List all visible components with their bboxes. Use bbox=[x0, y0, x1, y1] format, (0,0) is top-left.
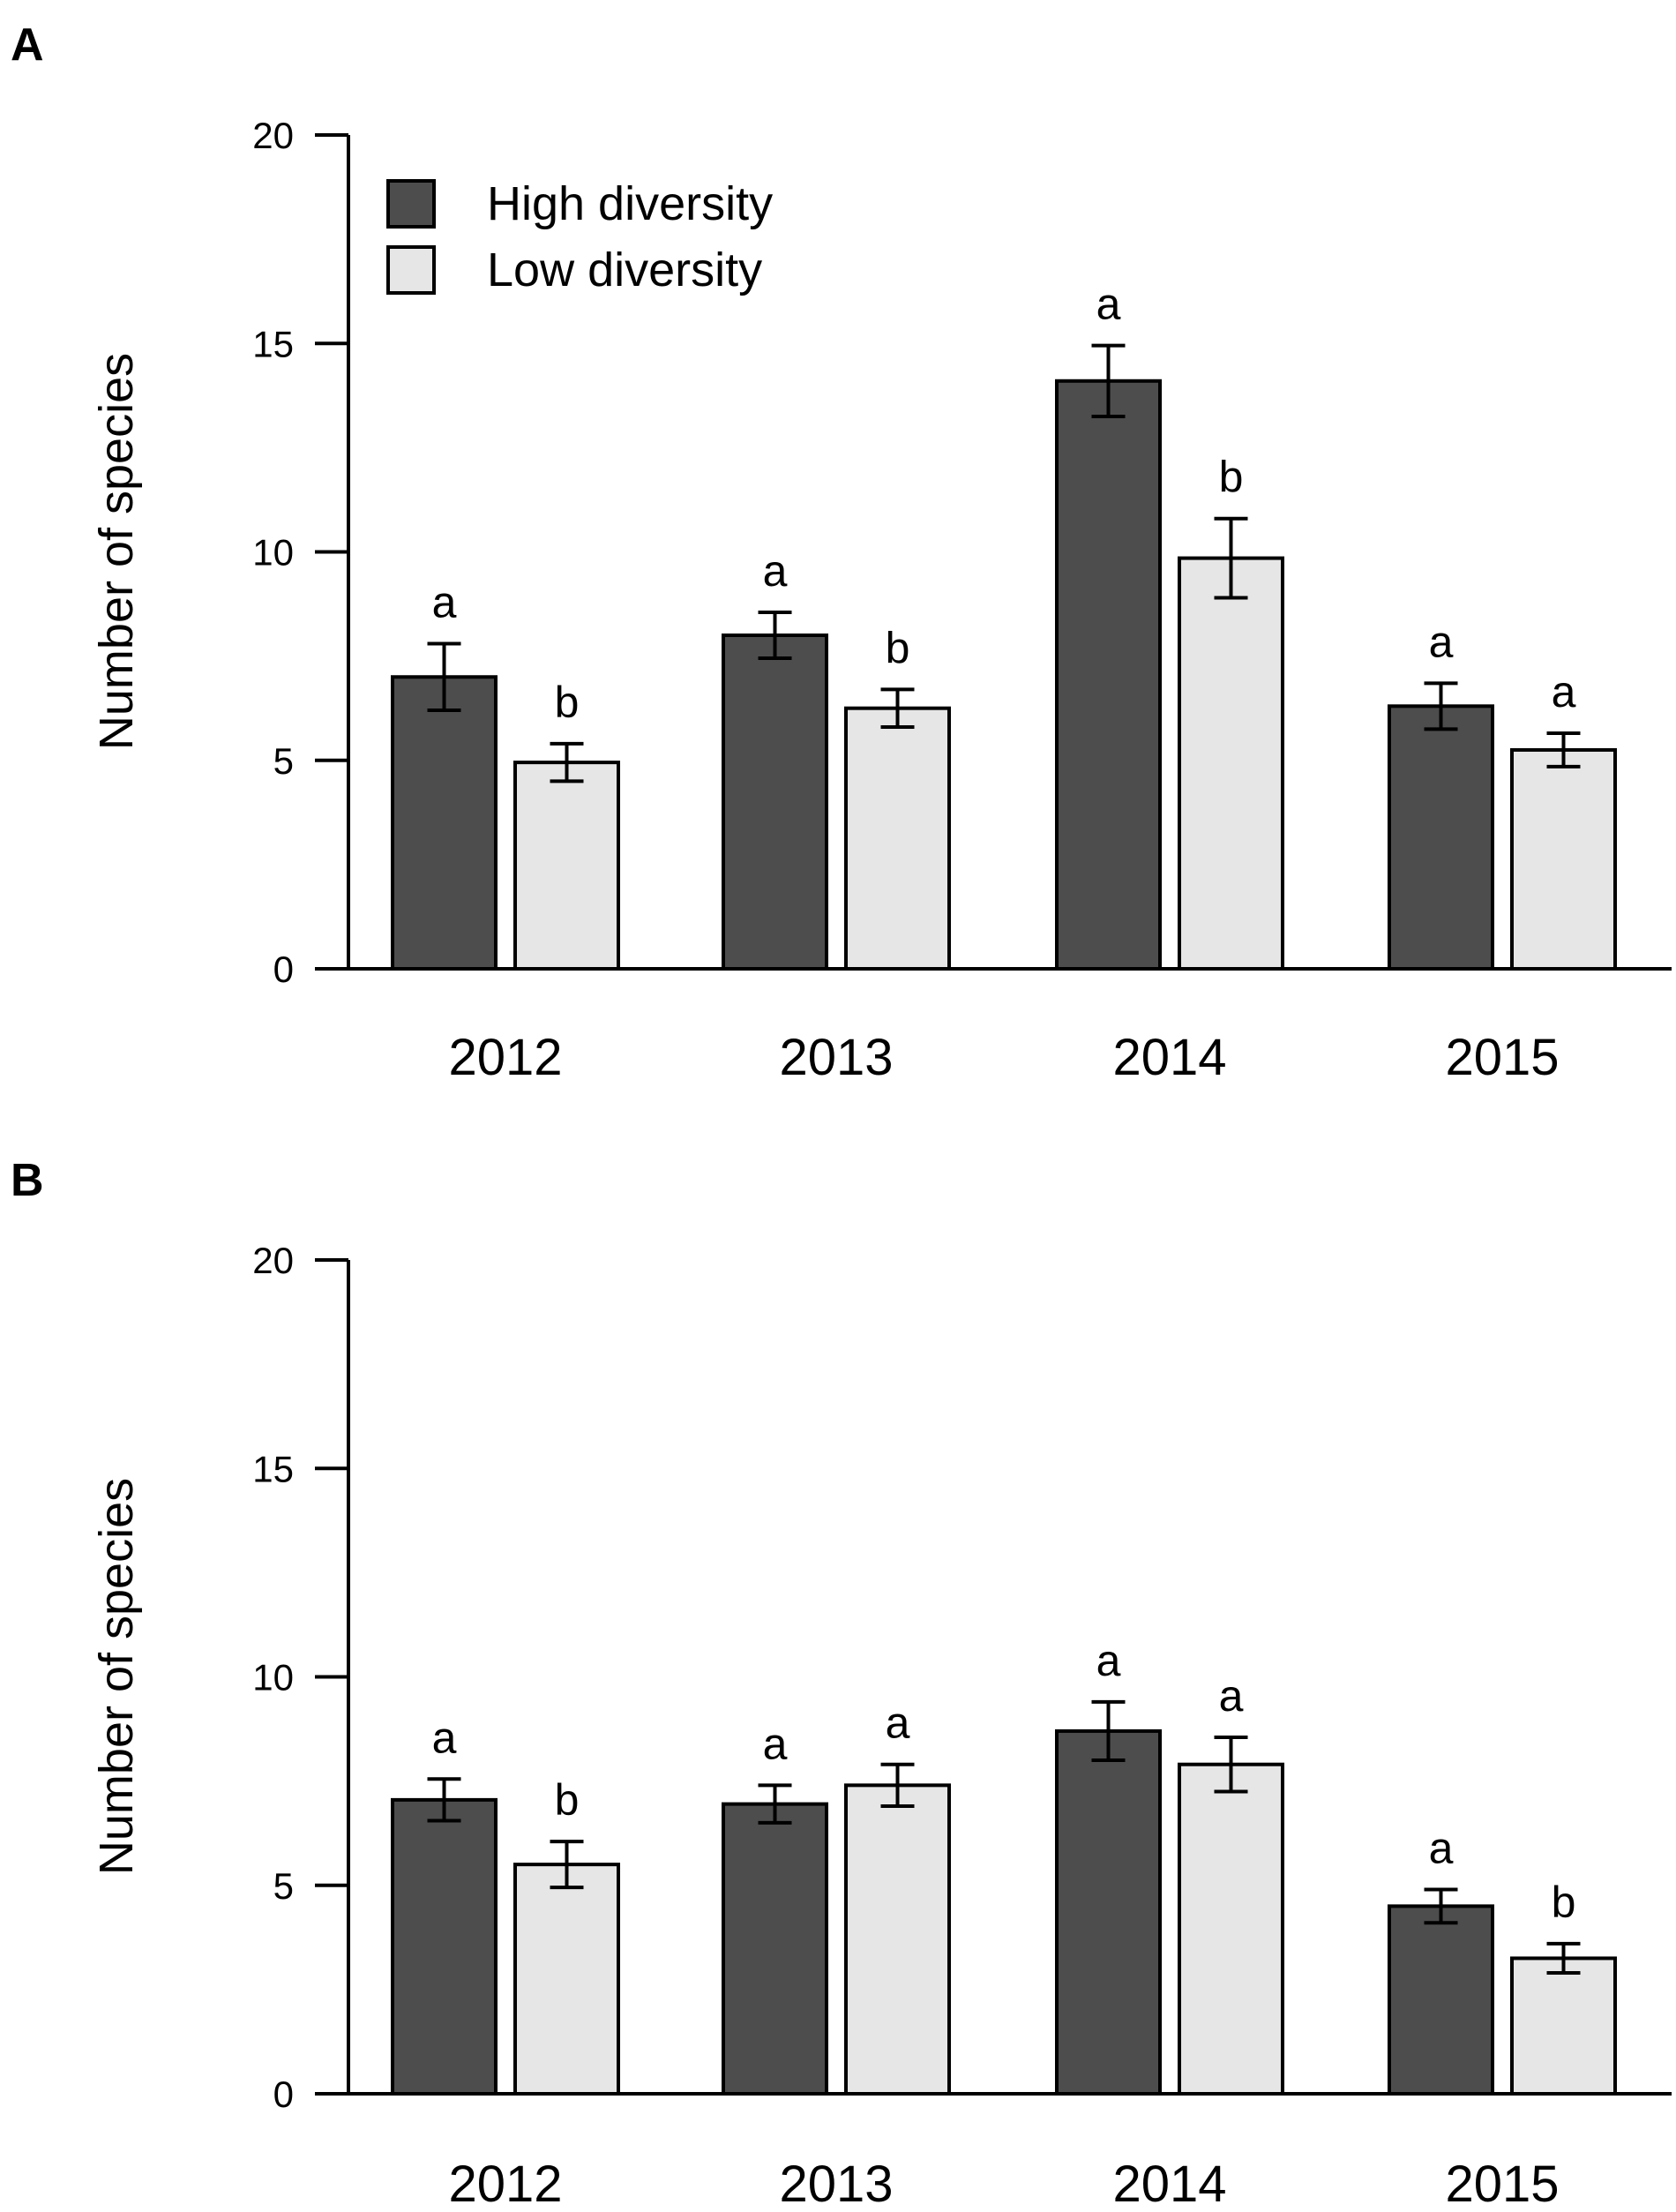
significance-letter: b bbox=[555, 678, 580, 727]
panel-letter: A bbox=[11, 19, 44, 71]
bar-low-diversity-2012 bbox=[513, 1863, 620, 2096]
significance-letter: b bbox=[1552, 1878, 1576, 1927]
significance-letter: a bbox=[1429, 617, 1454, 666]
y-tick-label: 20 bbox=[252, 115, 294, 156]
bar-high-diversity-2012 bbox=[391, 675, 498, 971]
bar-low-diversity-2012 bbox=[513, 761, 620, 971]
bar-high-diversity-2014 bbox=[1055, 1728, 1162, 2096]
panel-letter: B bbox=[11, 1155, 44, 1206]
x-category-label: 2012 bbox=[448, 1029, 562, 1086]
bar-low-diversity-2015 bbox=[1510, 1956, 1617, 2096]
legend-label: Low diversity bbox=[487, 244, 762, 296]
bar-high-diversity-2012 bbox=[391, 1797, 498, 2096]
significance-letter: a bbox=[432, 1713, 457, 1762]
significance-letter: a bbox=[1552, 667, 1576, 716]
significance-letter: a bbox=[886, 1698, 910, 1748]
bar-high-diversity-2015 bbox=[1388, 704, 1494, 971]
chart-panel-a: A 0 5 10 15 20 Number of species a b 2012 a b 2013 a b… bbox=[11, 19, 1672, 1086]
bar-low-diversity-2013 bbox=[844, 706, 951, 971]
significance-letter: a bbox=[1219, 1671, 1244, 1721]
significance-letter: a bbox=[432, 577, 457, 626]
y-tick-label: 20 bbox=[252, 1240, 294, 1281]
legend-label: High diversity bbox=[487, 177, 773, 230]
y-tick-label: 0 bbox=[273, 949, 294, 990]
bar-high-diversity-2014 bbox=[1055, 379, 1162, 971]
x-category-label: 2015 bbox=[1445, 2156, 1559, 2212]
legend-swatch-high-diversity bbox=[386, 179, 436, 229]
y-tick-label: 5 bbox=[273, 1865, 294, 1907]
legend-swatch-low-diversity bbox=[386, 245, 436, 295]
legend: High diversity Low diversity bbox=[386, 177, 773, 296]
x-category-label: 2015 bbox=[1445, 1029, 1559, 1086]
significance-letter: a bbox=[763, 546, 788, 596]
bar-low-diversity-2014 bbox=[1178, 1762, 1284, 2096]
significance-letter: a bbox=[1429, 1823, 1454, 1872]
x-category-label: 2014 bbox=[1112, 1029, 1226, 1086]
x-category-label: 2014 bbox=[1112, 2156, 1226, 2212]
bar-low-diversity-2014 bbox=[1178, 556, 1284, 971]
bar-low-diversity-2015 bbox=[1510, 747, 1617, 971]
bar-high-diversity-2013 bbox=[722, 634, 828, 971]
y-tick-label: 5 bbox=[273, 740, 294, 782]
x-category-label: 2013 bbox=[779, 2156, 893, 2212]
y-tick-label: 0 bbox=[273, 2073, 294, 2115]
y-axis-label: Number of species bbox=[90, 353, 143, 750]
bar-high-diversity-2015 bbox=[1388, 1904, 1494, 2096]
bar-low-diversity-2013 bbox=[844, 1783, 951, 2096]
y-tick-label: 10 bbox=[252, 1657, 294, 1698]
x-category-label: 2013 bbox=[779, 1029, 893, 1086]
y-tick-label: 10 bbox=[252, 532, 294, 574]
chart-panel-b: B 0 5 10 15 20 Number of species a b 2012 a a 2013 a a… bbox=[11, 1155, 1672, 2212]
significance-letter: a bbox=[1096, 1636, 1121, 1685]
x-category-label: 2012 bbox=[448, 2156, 562, 2212]
y-tick-label: 15 bbox=[252, 1448, 294, 1489]
significance-letter: a bbox=[1096, 280, 1121, 329]
y-tick-label: 15 bbox=[252, 323, 294, 364]
significance-letter: a bbox=[763, 1719, 788, 1768]
significance-letter: b bbox=[886, 623, 910, 672]
bar-high-diversity-2013 bbox=[722, 1802, 828, 2096]
significance-letter: b bbox=[1219, 453, 1244, 502]
y-axis-label: Number of species bbox=[90, 1478, 143, 1875]
significance-letter: b bbox=[555, 1775, 580, 1825]
